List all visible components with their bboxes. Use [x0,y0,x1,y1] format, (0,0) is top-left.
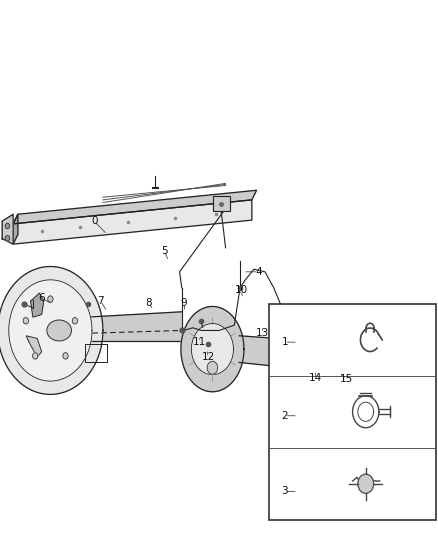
Text: 2: 2 [281,411,288,421]
Polygon shape [191,324,233,375]
Circle shape [358,474,374,494]
Text: 11: 11 [193,337,206,347]
Polygon shape [239,336,315,370]
Circle shape [359,418,365,426]
Polygon shape [13,214,18,244]
Circle shape [389,369,395,377]
Text: 15: 15 [339,375,353,384]
Text: 9: 9 [180,298,187,308]
Circle shape [48,296,53,302]
Circle shape [389,407,395,414]
Polygon shape [349,366,391,417]
Text: 6: 6 [38,294,45,303]
Text: 5: 5 [161,246,168,255]
Circle shape [359,358,365,365]
Polygon shape [181,306,244,392]
Polygon shape [26,336,42,357]
Polygon shape [13,200,252,244]
Circle shape [5,236,10,241]
Polygon shape [324,336,416,448]
Text: 1: 1 [281,337,288,347]
Polygon shape [9,280,92,381]
Polygon shape [2,214,13,244]
Polygon shape [13,190,257,224]
Polygon shape [47,320,71,341]
Text: 4: 4 [255,267,262,277]
Bar [213,196,230,211]
Polygon shape [31,293,44,317]
Text: 3: 3 [281,487,288,496]
Text: 8: 8 [145,298,152,308]
Circle shape [23,318,28,324]
Polygon shape [318,362,339,413]
Circle shape [32,353,38,359]
Circle shape [72,318,78,324]
Text: 14: 14 [309,374,322,383]
Circle shape [341,388,347,395]
Text: 0: 0 [91,216,97,226]
Text: 12: 12 [201,352,215,362]
Polygon shape [87,312,182,341]
Polygon shape [362,382,378,401]
Text: 13: 13 [256,328,269,338]
Circle shape [5,223,10,229]
Polygon shape [0,266,103,394]
Text: 7: 7 [97,296,104,306]
Text: 10: 10 [234,286,247,295]
Bar [269,304,436,520]
Circle shape [63,353,68,359]
Circle shape [207,361,218,374]
Polygon shape [339,405,361,424]
